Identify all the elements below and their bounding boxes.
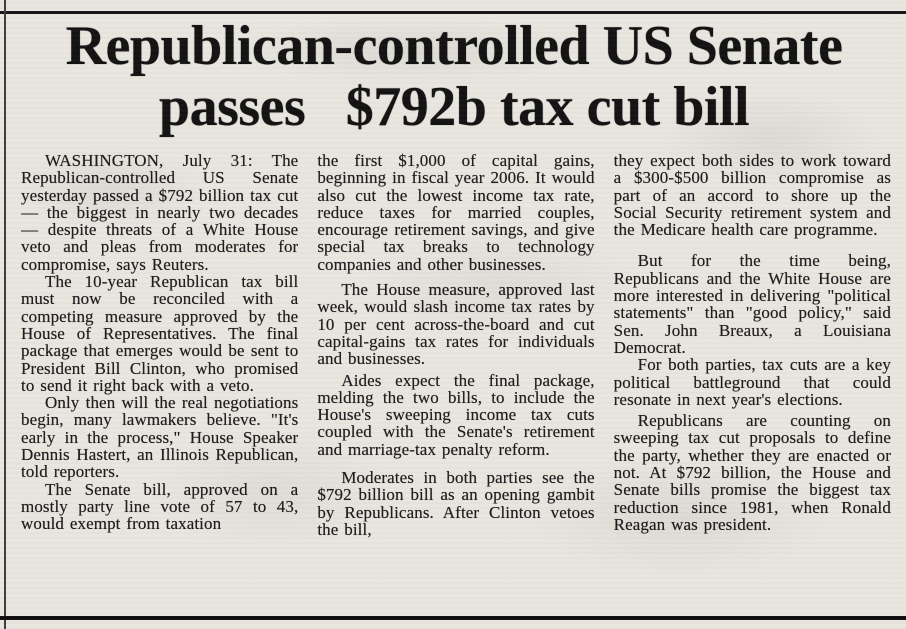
article-paragraph-continuation: they expect both sides to work toward a … bbox=[613, 152, 891, 240]
headline: Republican-controlled US Senate passes $… bbox=[12, 16, 896, 138]
article-paragraph: The House measure, approved last week, w… bbox=[317, 280, 595, 369]
left-column-rule bbox=[4, 0, 6, 629]
article-paragraph: Only then will the real negotiations beg… bbox=[21, 393, 299, 482]
article-paragraph: Aides expect the final package, melding … bbox=[317, 370, 595, 459]
article-paragraph-continuation: the first $1,000 of capital gains, begin… bbox=[317, 152, 595, 274]
article-paragraph-lead: WASHINGTON, July 31: The Republican-cont… bbox=[21, 152, 299, 274]
article-column-1: WASHINGTON, July 31: The Republican-cont… bbox=[21, 152, 298, 614]
article-paragraph: The Senate bill, approved on a mostly pa… bbox=[21, 479, 299, 534]
article-paragraph: For both parties, tax cuts are a key pol… bbox=[613, 355, 891, 409]
article-paragraph: Republicans are counting on sweeping tax… bbox=[613, 411, 891, 534]
article-paragraph: But for the time being, Republicans and … bbox=[613, 251, 891, 357]
headline-line-2: passes $792b tax cut bill bbox=[158, 76, 750, 138]
top-rule bbox=[0, 11, 906, 14]
article-body: WASHINGTON, July 31: The Republican-cont… bbox=[21, 152, 891, 614]
article-paragraph: The 10-year Republican tax bill must now… bbox=[21, 272, 299, 395]
headline-line-1: Republican-controlled US Senate bbox=[65, 15, 843, 77]
article-column-2: the first $1,000 of capital gains, begin… bbox=[317, 152, 594, 614]
article-column-3: they expect both sides to work toward a … bbox=[614, 152, 891, 614]
bottom-rule bbox=[0, 616, 906, 620]
article-paragraph: Moderates in both parties see the $792 b… bbox=[317, 468, 595, 539]
